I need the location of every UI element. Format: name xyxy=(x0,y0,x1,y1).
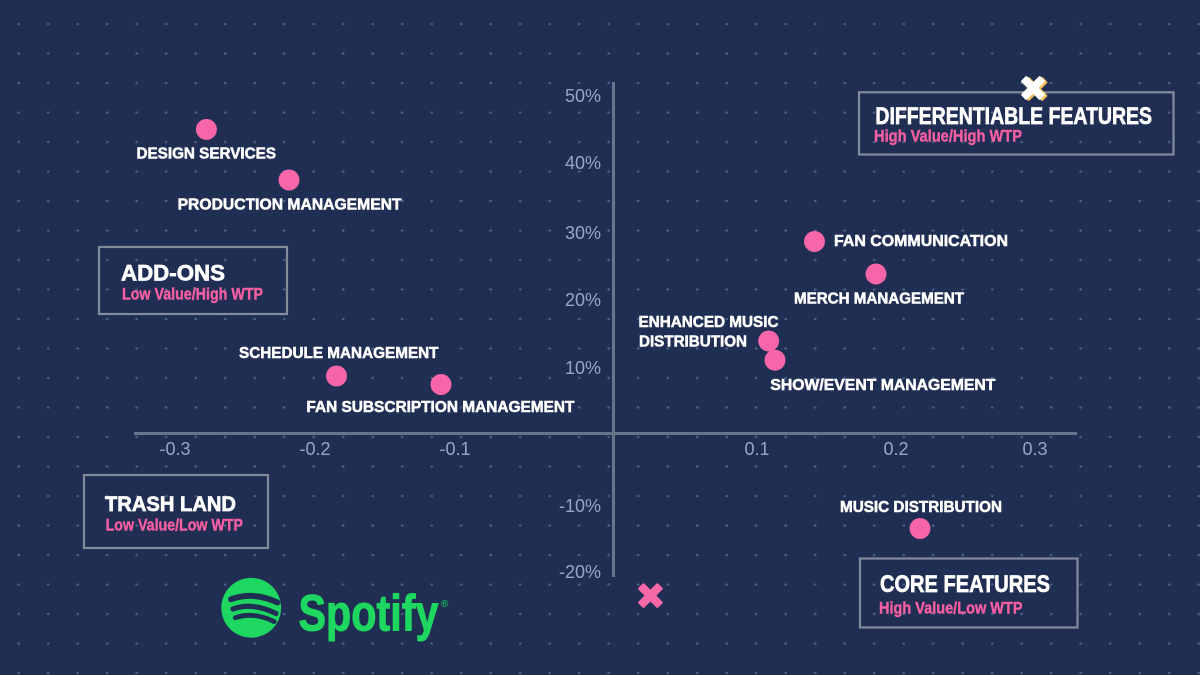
svg-text:High Value/Low WTP: High Value/Low WTP xyxy=(879,599,1023,618)
svg-text:DESIGN SERVICES: DESIGN SERVICES xyxy=(137,146,277,163)
svg-text:20%: 20% xyxy=(565,290,601,310)
svg-text:-10%: -10% xyxy=(559,496,601,516)
svg-text:Low Value/High WTP: Low Value/High WTP xyxy=(122,285,263,304)
svg-text:-0.2: -0.2 xyxy=(299,439,330,459)
svg-text:0.1: 0.1 xyxy=(744,439,769,459)
svg-text:FAN COMMUNICATION: FAN COMMUNICATION xyxy=(834,233,1008,250)
svg-text:DIFFERENTIABLE FEATURES: DIFFERENTIABLE FEATURES xyxy=(875,103,1152,130)
svg-text:DISTRIBUTION: DISTRIBUTION xyxy=(639,334,747,351)
svg-text:-20%: -20% xyxy=(559,562,601,582)
svg-text:-0.3: -0.3 xyxy=(159,439,190,459)
svg-text:MERCH MANAGEMENT: MERCH MANAGEMENT xyxy=(794,291,964,308)
svg-text:FAN SUBSCRIPTION MANAGEMENT: FAN SUBSCRIPTION MANAGEMENT xyxy=(306,399,574,416)
svg-text:Low Value/Low WTP: Low Value/Low WTP xyxy=(106,516,243,535)
svg-text:50%: 50% xyxy=(565,86,601,106)
svg-text:Spotify: Spotify xyxy=(299,585,440,642)
svg-text:-0.1: -0.1 xyxy=(439,439,470,459)
svg-text:0.2: 0.2 xyxy=(883,439,908,459)
svg-text:ADD-ONS: ADD-ONS xyxy=(121,261,225,286)
svg-text:MUSIC DISTRIBUTION: MUSIC DISTRIBUTION xyxy=(840,499,1002,516)
svg-text:0.3: 0.3 xyxy=(1022,439,1047,459)
svg-text:40%: 40% xyxy=(565,153,601,173)
svg-text:PRODUCTION MANAGEMENT: PRODUCTION MANAGEMENT xyxy=(178,197,402,214)
svg-text:High Value/High WTP: High Value/High WTP xyxy=(874,127,1022,146)
svg-text:10%: 10% xyxy=(565,358,601,378)
svg-text:ENHANCED MUSIC: ENHANCED MUSIC xyxy=(639,314,779,331)
svg-text:SHOW/EVENT MANAGEMENT: SHOW/EVENT MANAGEMENT xyxy=(770,377,995,394)
svg-text:CORE FEATURES: CORE FEATURES xyxy=(880,571,1050,598)
svg-text:®: ® xyxy=(441,599,449,610)
svg-text:TRASH LAND: TRASH LAND xyxy=(105,493,236,516)
svg-text:30%: 30% xyxy=(565,223,601,243)
svg-text:SCHEDULE MANAGEMENT: SCHEDULE MANAGEMENT xyxy=(239,345,439,362)
